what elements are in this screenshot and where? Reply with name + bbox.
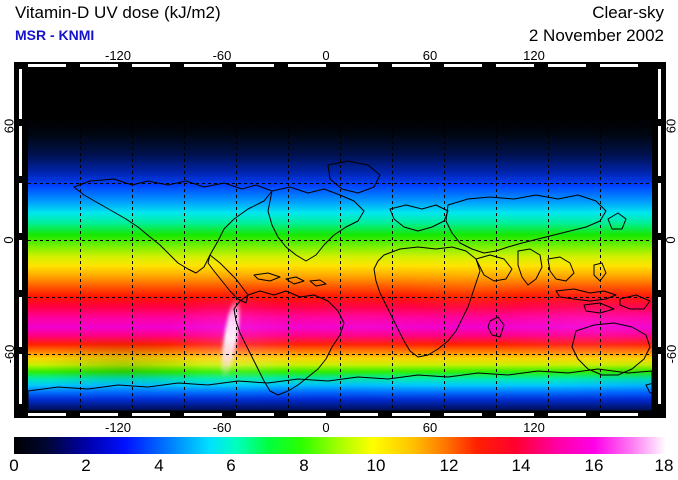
tick-top-11 — [600, 64, 638, 67]
tick-bottom-3 — [184, 413, 222, 416]
lat-tick-label-left-2: -60 — [1, 344, 17, 364]
tick-bottom-7 — [392, 413, 430, 416]
tick-bottom-11 — [600, 413, 638, 416]
lat-tick-label-left-1: 0 — [1, 236, 17, 244]
tick-top-1 — [80, 64, 118, 67]
lon-tick-label-bottom-4: 120 — [523, 420, 545, 435]
lon-tick-label-top-0: -120 — [104, 48, 132, 63]
tick-left-5 — [19, 354, 22, 404]
colorbar-gradient — [14, 437, 666, 454]
map-plot — [14, 62, 666, 418]
lon-tick-label-bottom-3: 60 — [422, 420, 438, 435]
colorbar-tick-label-3: 6 — [226, 456, 236, 475]
tick-top-10 — [548, 64, 586, 67]
tick-bottom-4 — [236, 413, 274, 416]
tick-bottom-0 — [28, 413, 66, 416]
tick-left-0 — [19, 69, 22, 119]
tick-left-3 — [19, 240, 22, 290]
tick-top-3 — [184, 64, 222, 67]
data-source-label: MSR - KNMI — [15, 27, 95, 43]
colorbar-tick-label-1: 2 — [81, 456, 91, 475]
tick-right-4 — [658, 297, 661, 347]
colorbar-tick-label-2: 4 — [154, 456, 164, 475]
figure-header: Vitamin-D UV dose (kJ/m2) MSR - KNMI Cle… — [0, 0, 678, 54]
tick-bottom-2 — [132, 413, 170, 416]
page-title: Vitamin-D UV dose (kJ/m2) — [15, 3, 221, 22]
colorbar-tick-label-5: 10 — [366, 456, 386, 475]
lat-tick-label-right-0: 60 — [663, 118, 678, 134]
colorbar-tick-label-4: 8 — [299, 456, 309, 475]
tick-left-1 — [19, 126, 22, 176]
tick-top-6 — [340, 64, 378, 67]
tick-left-4 — [19, 297, 22, 347]
map-canvas — [28, 69, 652, 411]
date-label: 2 November 2002 — [528, 26, 664, 45]
tick-top-7 — [392, 64, 430, 67]
lon-tick-label-top-1: -60 — [212, 48, 232, 63]
colorbar-tick-label-7: 14 — [511, 456, 531, 475]
tick-top-8 — [444, 64, 482, 67]
lon-tick-label-top-2: 0 — [322, 48, 330, 63]
tick-top-9 — [496, 64, 534, 67]
lon-tick-label-bottom-0: -120 — [104, 420, 132, 435]
tick-top-4 — [236, 64, 274, 67]
colorbar-tick-label-9: 18 — [654, 456, 674, 475]
tick-bottom-5 — [288, 413, 326, 416]
tick-bottom-9 — [496, 413, 534, 416]
colorbar-tick-label-0: 0 — [9, 456, 19, 475]
colorbar-tick-label-6: 12 — [439, 456, 459, 475]
lon-tick-label-bottom-2: 0 — [322, 420, 330, 435]
tick-left-2 — [19, 183, 22, 233]
lat-tick-label-right-2: -60 — [663, 344, 678, 364]
tick-top-0 — [28, 64, 66, 67]
tick-bottom-8 — [444, 413, 482, 416]
tick-bottom-10 — [548, 413, 586, 416]
coastline-overlay — [28, 160, 652, 411]
lon-tick-label-bottom-1: -60 — [212, 420, 232, 435]
tick-top-5 — [288, 64, 326, 67]
colorbar-tick-label-8: 16 — [584, 456, 604, 475]
sky-condition-label: Clear-sky — [592, 3, 664, 22]
tick-top-2 — [132, 64, 170, 67]
lon-tick-label-top-4: 120 — [523, 48, 545, 63]
colorbar: 0 2 4 6 8 10 12 14 16 18 — [9, 437, 673, 477]
lat-tick-label-right-1: 0 — [663, 236, 678, 244]
tick-right-1 — [658, 126, 661, 176]
tick-right-3 — [658, 240, 661, 290]
tick-bottom-1 — [80, 413, 118, 416]
tick-right-5 — [658, 354, 661, 404]
tick-right-2 — [658, 183, 661, 233]
tick-bottom-6 — [340, 413, 378, 416]
lon-tick-label-top-3: 60 — [422, 48, 438, 63]
lat-tick-label-left-0: 60 — [1, 118, 17, 134]
tick-right-0 — [658, 69, 661, 119]
